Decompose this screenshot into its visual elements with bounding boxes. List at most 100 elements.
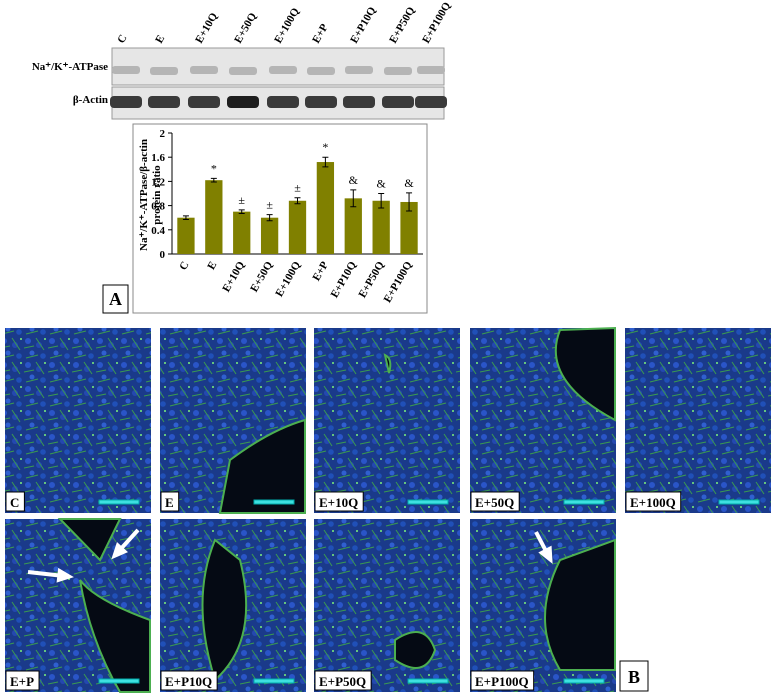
scale-bar bbox=[253, 499, 295, 505]
lane-label: E+P50Q bbox=[387, 5, 418, 46]
bar bbox=[288, 200, 307, 254]
image-label-box bbox=[625, 491, 682, 512]
blot-band bbox=[227, 96, 259, 108]
micrograph-lumen bbox=[394, 631, 437, 669]
significance-mark: ± bbox=[238, 193, 245, 207]
lane-label: E+10Q bbox=[193, 10, 220, 45]
image-label-box bbox=[160, 491, 180, 512]
y-axis-label: Na⁺/K⁺-ATPase/β-actin protein ratio bbox=[138, 139, 163, 251]
significance-mark: * bbox=[322, 140, 328, 154]
image-label: E+100Q bbox=[630, 495, 676, 510]
panel-label-box bbox=[619, 660, 649, 692]
blot-band bbox=[417, 66, 445, 74]
arrow-head bbox=[111, 542, 128, 560]
lane-label: E+50Q bbox=[232, 10, 259, 45]
error-bar bbox=[182, 215, 189, 221]
blot-band bbox=[382, 96, 414, 108]
image-label-box bbox=[5, 491, 25, 512]
scale-bar bbox=[563, 499, 605, 505]
lane-label: E+100Q bbox=[272, 6, 302, 46]
blot-band bbox=[345, 66, 373, 74]
error-bar bbox=[350, 189, 357, 208]
panel-label-box bbox=[102, 284, 129, 314]
significance-mark: & bbox=[404, 176, 414, 190]
micrograph-lumen bbox=[383, 353, 392, 374]
bar bbox=[233, 211, 251, 254]
image-label-box bbox=[470, 670, 535, 691]
micrograph bbox=[625, 328, 771, 513]
y-tick-label: 0.8 bbox=[151, 201, 165, 213]
micrograph bbox=[5, 328, 151, 513]
y-tick-label: 0 bbox=[160, 249, 166, 261]
bar bbox=[177, 217, 195, 254]
arrow-head bbox=[538, 545, 553, 564]
error-bar bbox=[210, 177, 217, 183]
panel-label: B bbox=[628, 667, 640, 687]
blot-band bbox=[150, 67, 178, 75]
scale-bar bbox=[407, 678, 449, 684]
blot-band bbox=[384, 67, 412, 75]
blot-band bbox=[188, 96, 220, 108]
significance-mark: * bbox=[211, 161, 217, 175]
micrograph-lumen bbox=[57, 518, 151, 693]
lane-label: E+P10Q bbox=[348, 5, 379, 46]
y-tick-label: 0.4 bbox=[151, 225, 165, 237]
error-bar bbox=[378, 193, 385, 209]
image-label: E+10Q bbox=[319, 495, 358, 510]
scale-bar bbox=[407, 499, 449, 505]
y-tick-label: 1.6 bbox=[151, 152, 165, 164]
error-bar bbox=[406, 192, 413, 212]
error-bar bbox=[266, 214, 273, 222]
scale-bar bbox=[563, 678, 605, 684]
bar bbox=[372, 200, 390, 254]
micrograph bbox=[314, 519, 460, 692]
blot-band bbox=[415, 96, 447, 108]
blot-band bbox=[110, 96, 142, 108]
scale-bar bbox=[98, 499, 140, 505]
significance-mark: & bbox=[376, 177, 386, 191]
image-label-box bbox=[314, 491, 364, 512]
bar bbox=[205, 180, 223, 254]
blot-row-label: β-Actin bbox=[73, 94, 108, 106]
micrograph-lumen bbox=[544, 538, 616, 671]
blot-band bbox=[343, 96, 375, 108]
significance-mark: & bbox=[349, 173, 359, 187]
error-bar bbox=[322, 156, 329, 168]
scale-bar bbox=[718, 499, 760, 505]
bar bbox=[344, 198, 362, 254]
error-bar bbox=[238, 209, 245, 214]
image-label-box bbox=[160, 670, 218, 691]
y-tick-label: 1.2 bbox=[151, 176, 165, 188]
lane-label: E bbox=[153, 33, 167, 45]
image-label: E+P bbox=[10, 674, 34, 689]
bar bbox=[260, 217, 279, 254]
image-label: C bbox=[10, 495, 19, 510]
scale-bar bbox=[98, 678, 140, 684]
lane-label: E+P bbox=[310, 22, 331, 46]
bar bbox=[400, 201, 418, 254]
panel-label: A bbox=[109, 289, 122, 309]
lane-label: C bbox=[115, 33, 129, 46]
significance-mark: ± bbox=[294, 181, 301, 195]
blot-band bbox=[267, 96, 299, 108]
bar bbox=[316, 162, 335, 254]
blot-band bbox=[229, 67, 257, 75]
y-tick-label: 2 bbox=[160, 128, 166, 140]
lane-label: E+P100Q bbox=[420, 0, 453, 45]
image-label-box bbox=[470, 491, 520, 512]
significance-mark: ± bbox=[266, 198, 273, 212]
blot-band bbox=[190, 66, 218, 74]
blot-row-label: Na⁺/K⁺-ATPase bbox=[32, 61, 108, 73]
blot-band bbox=[148, 96, 180, 108]
blot-band bbox=[269, 66, 297, 74]
blot-band bbox=[307, 67, 335, 75]
image-label: E+P10Q bbox=[165, 674, 212, 689]
blot-band bbox=[305, 96, 337, 108]
scale-bar bbox=[253, 678, 295, 684]
micrograph-lumen bbox=[554, 326, 616, 422]
error-bar bbox=[294, 197, 301, 205]
image-label-box bbox=[314, 670, 372, 691]
arrow-head bbox=[56, 567, 74, 583]
